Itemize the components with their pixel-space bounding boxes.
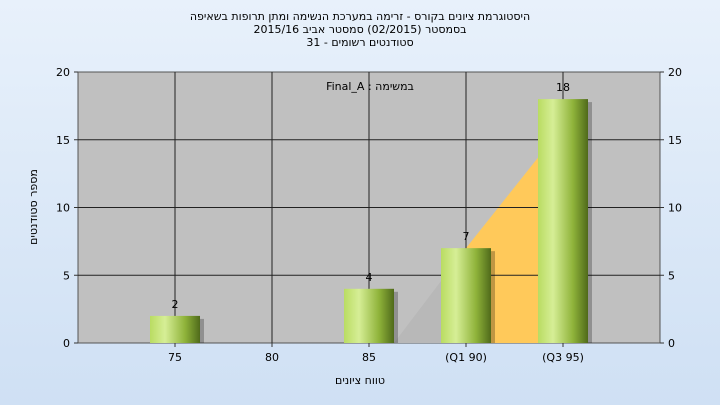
y-tick-label-right: 20	[668, 66, 682, 79]
x-tick-label: 85	[362, 351, 376, 364]
data-label: 4	[366, 271, 373, 284]
y-tick-label-left: 10	[56, 202, 70, 215]
data-label: 7	[463, 230, 470, 243]
chart-title-line-1: היסטוגרמת ציונים בקורס - זרימה במערכת הנ…	[190, 10, 530, 23]
bar	[441, 248, 491, 343]
x-axis: 75 80 85 (Q1 90) (Q3 95)	[168, 343, 584, 364]
data-label: 2	[172, 298, 179, 311]
chart-title-line-3: סטודנטים רשומים - 31	[306, 36, 413, 49]
y-axis-label: מספר סטודנטים	[27, 169, 40, 245]
bar	[150, 315, 200, 343]
data-labels: 2 4 7 18	[172, 81, 571, 311]
x-axis-label: טווח ציונים	[335, 374, 385, 387]
y-axis-right: 0 5 10 15 20	[660, 66, 682, 350]
x-tick-label: (Q1 90)	[445, 351, 487, 364]
y-axis-left: 0 5 10 15 20	[56, 66, 78, 350]
y-tick-label-right: 0	[668, 337, 675, 350]
bar	[344, 288, 394, 343]
x-tick-label: (Q3 95)	[542, 351, 584, 364]
y-tick-label-right: 5	[668, 269, 675, 282]
y-tick-label-left: 20	[56, 66, 70, 79]
y-tick-label-left: 15	[56, 134, 70, 147]
y-tick-label-right: 15	[668, 134, 682, 147]
x-tick-label: 80	[265, 351, 279, 364]
chart-annotation: במשימה : Final_A	[326, 80, 414, 93]
y-tick-label-right: 10	[668, 202, 682, 215]
chart-title-line-2: בסמסטר (02/2015) סמסטר אביב 2015/16	[253, 23, 466, 36]
bars	[150, 99, 592, 343]
y-tick-label-left: 0	[63, 337, 70, 350]
y-tick-label-left: 5	[63, 269, 70, 282]
x-tick-label: 75	[168, 351, 182, 364]
data-label: 18	[556, 81, 570, 94]
bar	[538, 99, 588, 343]
